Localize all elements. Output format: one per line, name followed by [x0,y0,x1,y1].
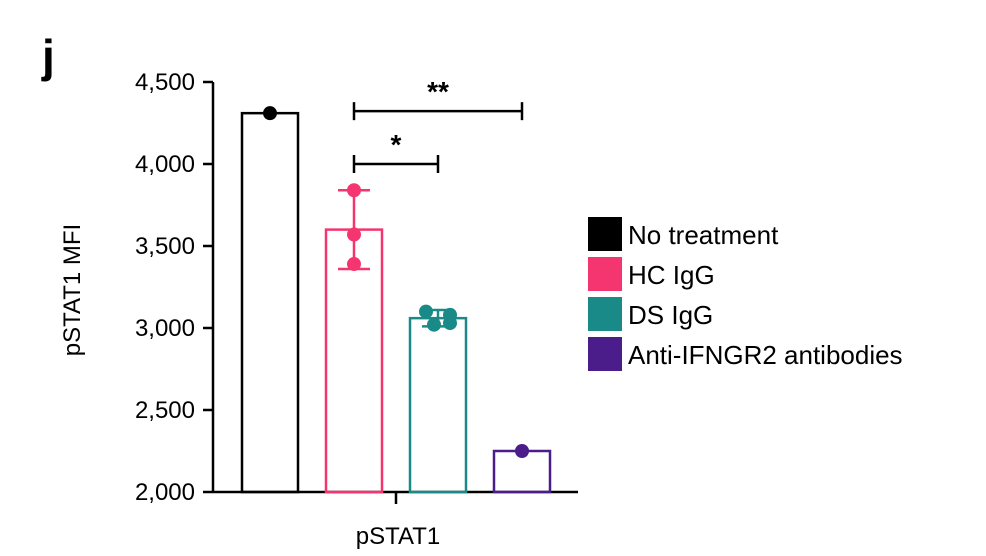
data-point [347,257,361,272]
data-point [427,317,441,332]
y-tick-label: 4,500 [135,69,195,96]
bar [408,316,468,494]
legend: No treatment HC IgG DS IgG Anti-IFNGR2 anti… [588,217,903,371]
legend-swatch [588,217,622,251]
significance-brackets: *** [352,76,524,173]
y-tick-label: 2,500 [135,397,195,424]
sig-label: ** [427,76,449,107]
y-tick-label: 2,000 [135,479,195,506]
data-point [347,227,361,242]
axes: 2,000 2,500 3,000 3,500 4,000 4,500 [135,69,578,506]
legend-swatch [588,257,622,291]
panel-label: j [41,30,55,82]
y-axis-title: pSTAT1 MFI [59,224,86,356]
legend-swatch [588,297,622,331]
legend-label: Anti-IFNGR2 antibodies [628,340,903,370]
data-point [263,106,277,121]
legend-label: DS IgG [628,300,713,330]
data-point [419,304,433,319]
data-point [443,316,457,331]
bar [240,111,300,494]
legend-label: No treatment [628,220,779,250]
y-tick-label: 3,000 [135,315,195,342]
x-axis-title: pSTAT1 [356,523,440,550]
sig-label: * [391,129,402,160]
data-point [347,183,361,198]
bars [240,106,552,494]
legend-swatch [588,337,622,371]
data-point [515,444,529,458]
y-tick-label: 3,500 [135,233,195,260]
legend-label: HC IgG [628,260,715,290]
y-tick-label: 4,000 [135,151,195,178]
